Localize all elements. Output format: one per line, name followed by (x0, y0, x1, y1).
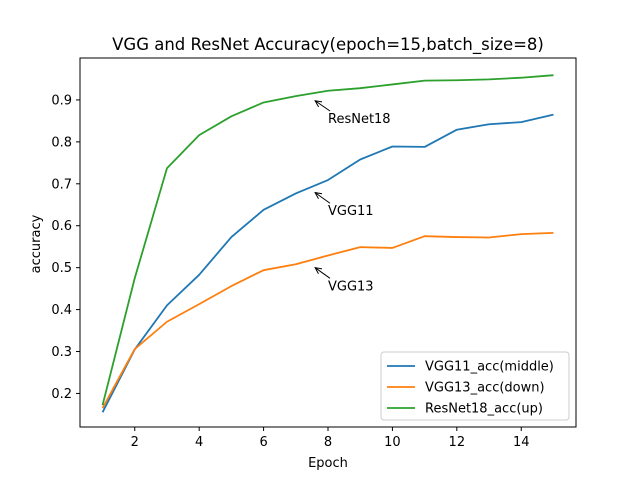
series-line (101, 113, 554, 413)
x-tick-label: 10 (384, 435, 401, 450)
series-line (101, 74, 554, 406)
x-tick-label: 4 (195, 435, 203, 450)
legend-label: ResNet18_acc(up) (425, 402, 543, 417)
y-tick-label: 0.7 (51, 177, 72, 192)
annotation-label: VGG13 (328, 279, 374, 294)
annotation-label: ResNet18 (328, 112, 391, 127)
annotation-arrowhead (314, 191, 323, 199)
legend-label: VGG11_acc(middle) (425, 360, 554, 375)
legend-label: VGG13_acc(down) (425, 381, 545, 396)
annotation-arrow (314, 192, 331, 204)
annotations: ResNet18 VGG11 VGG13 (314, 100, 391, 294)
y-tick-label: 0.5 (51, 261, 72, 276)
x-tick-label: 12 (449, 435, 466, 450)
x-tick-label: 2 (131, 435, 139, 450)
annotation-arrowhead (314, 266, 323, 275)
y-tick-label: 0.4 (51, 303, 72, 318)
y-tick-label: 0.8 (51, 135, 72, 150)
plot-area (101, 74, 554, 413)
x-axis-title: Epoch (308, 456, 348, 471)
annotation-arrowhead (314, 100, 323, 108)
x-axis: 2 4 6 8 10 12 14 (131, 427, 530, 450)
y-axis: 0.2 0.3 0.4 0.5 0.6 0.7 0.8 0.9 (51, 93, 80, 402)
annotation-label: VGG11 (328, 204, 374, 219)
x-tick-label: 8 (324, 435, 332, 450)
y-tick-label: 0.9 (51, 93, 72, 108)
y-axis-title: accuracy (29, 214, 44, 273)
x-tick-label: 14 (513, 435, 530, 450)
y-tick-label: 0.6 (51, 219, 72, 234)
y-tick-label: 0.2 (51, 387, 72, 402)
series-line (101, 231, 554, 409)
annotation-arrow (314, 100, 331, 112)
x-tick-label: 6 (259, 435, 267, 450)
annotation-arrow (314, 267, 331, 279)
chart-title: VGG and ResNet Accuracy(epoch=15,batch_s… (112, 35, 544, 55)
legend-box (380, 351, 570, 421)
y-tick-label: 0.3 (51, 345, 72, 360)
legend: VGG11_acc(middle) VGG13_acc(down) ResNet18… (380, 351, 570, 421)
